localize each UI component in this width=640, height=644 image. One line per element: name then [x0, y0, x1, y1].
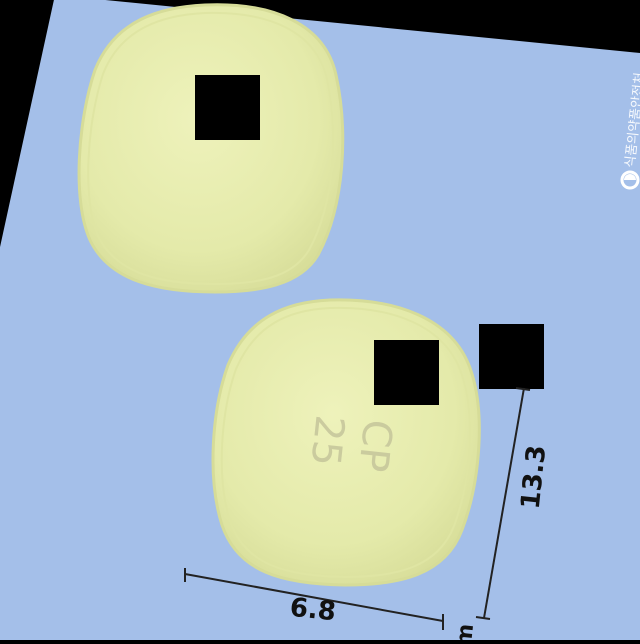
tablet-back: CP 25 [211, 298, 481, 587]
tablet-front [77, 3, 345, 294]
unit-label-partial: m [452, 623, 479, 640]
imprint-line-2: 25 [302, 413, 353, 468]
height-label: 13.3 [516, 444, 553, 511]
imprint-line-1: CP [349, 417, 400, 474]
redaction-box-1 [195, 75, 260, 140]
width-dimension-line [184, 568, 444, 630]
redaction-box-3 [479, 324, 544, 389]
width-label: 6.8 [288, 593, 337, 628]
redaction-box-2 [374, 340, 439, 405]
mfds-logo-icon [620, 170, 640, 190]
height-dimension-line [475, 387, 531, 620]
